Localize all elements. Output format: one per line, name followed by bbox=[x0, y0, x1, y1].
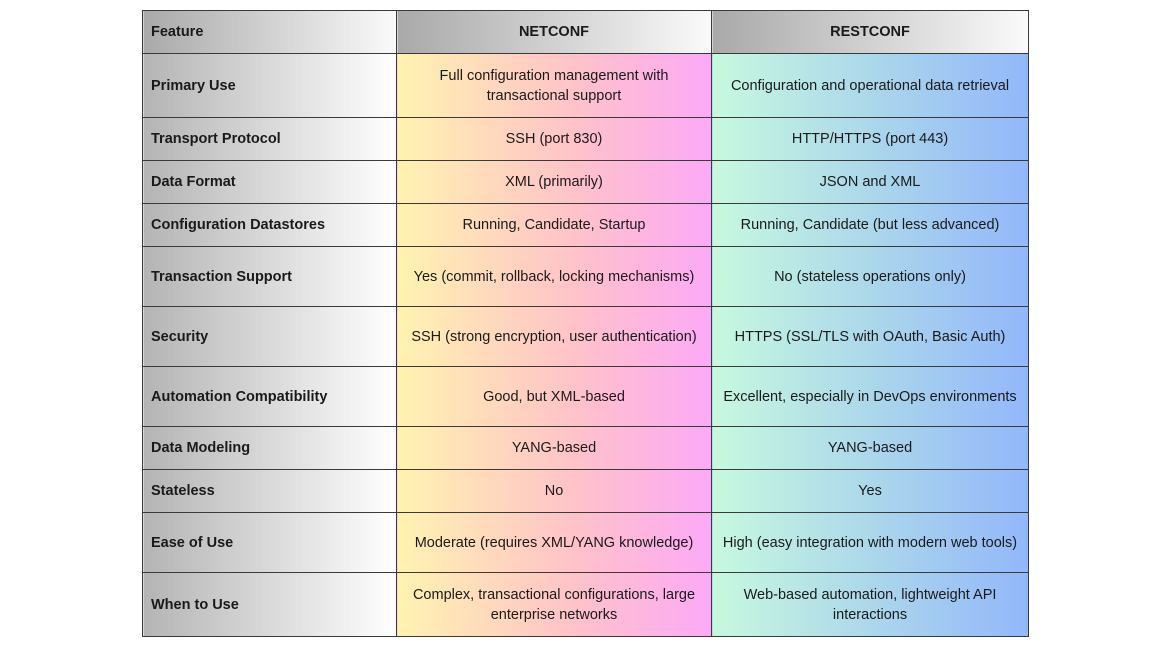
header-netconf: NETCONF bbox=[396, 10, 712, 54]
table-row: Primary Use Full configuration managemen… bbox=[142, 53, 1029, 118]
table-row: Transport Protocol SSH (port 830) HTTP/H… bbox=[142, 117, 1029, 161]
table-row: Automation Compatibility Good, but XML-b… bbox=[142, 366, 1029, 427]
feature-cell: Data Format bbox=[142, 160, 397, 204]
feature-cell: Automation Compatibility bbox=[142, 366, 397, 427]
restconf-cell: No (stateless operations only) bbox=[711, 246, 1029, 307]
netconf-cell: Good, but XML-based bbox=[396, 366, 712, 427]
restconf-cell: Configuration and operational data retri… bbox=[711, 53, 1029, 118]
netconf-cell: SSH (port 830) bbox=[396, 117, 712, 161]
table-row: Data Modeling YANG-based YANG-based bbox=[142, 426, 1029, 470]
feature-cell: Ease of Use bbox=[142, 512, 397, 573]
netconf-cell: Running, Candidate, Startup bbox=[396, 203, 712, 247]
restconf-cell: Web-based automation, lightweight API in… bbox=[711, 572, 1029, 637]
header-feature: Feature bbox=[142, 10, 397, 54]
feature-cell: Security bbox=[142, 306, 397, 367]
table-row: Security SSH (strong encryption, user au… bbox=[142, 306, 1029, 367]
netconf-cell: YANG-based bbox=[396, 426, 712, 470]
feature-cell: Transaction Support bbox=[142, 246, 397, 307]
header-restconf: RESTCONF bbox=[711, 10, 1029, 54]
feature-cell: Stateless bbox=[142, 469, 397, 513]
restconf-cell: Running, Candidate (but less advanced) bbox=[711, 203, 1029, 247]
restconf-cell: Yes bbox=[711, 469, 1029, 513]
netconf-cell: Yes (commit, rollback, locking mechanism… bbox=[396, 246, 712, 307]
restconf-cell: YANG-based bbox=[711, 426, 1029, 470]
feature-cell: Transport Protocol bbox=[142, 117, 397, 161]
restconf-cell: HTTPS (SSL/TLS with OAuth, Basic Auth) bbox=[711, 306, 1029, 367]
feature-cell: Configuration Datastores bbox=[142, 203, 397, 247]
comparison-table: Feature NETCONF RESTCONF Primary Use Ful… bbox=[142, 10, 1029, 637]
restconf-cell: Excellent, especially in DevOps environm… bbox=[711, 366, 1029, 427]
netconf-cell: No bbox=[396, 469, 712, 513]
netconf-cell: XML (primarily) bbox=[396, 160, 712, 204]
feature-cell: Primary Use bbox=[142, 53, 397, 118]
netconf-cell: Moderate (requires XML/YANG knowledge) bbox=[396, 512, 712, 573]
restconf-cell: JSON and XML bbox=[711, 160, 1029, 204]
restconf-cell: High (easy integration with modern web t… bbox=[711, 512, 1029, 573]
feature-cell: When to Use bbox=[142, 572, 397, 637]
table-row: Stateless No Yes bbox=[142, 469, 1029, 513]
table-row: Ease of Use Moderate (requires XML/YANG … bbox=[142, 512, 1029, 573]
header-row: Feature NETCONF RESTCONF bbox=[142, 10, 1029, 54]
netconf-cell: Full configuration management with trans… bbox=[396, 53, 712, 118]
table-row: When to Use Complex, transactional confi… bbox=[142, 572, 1029, 637]
table-row: Transaction Support Yes (commit, rollbac… bbox=[142, 246, 1029, 307]
netconf-cell: SSH (strong encryption, user authenticat… bbox=[396, 306, 712, 367]
feature-cell: Data Modeling bbox=[142, 426, 397, 470]
table-row: Data Format XML (primarily) JSON and XML bbox=[142, 160, 1029, 204]
table-row: Configuration Datastores Running, Candid… bbox=[142, 203, 1029, 247]
restconf-cell: HTTP/HTTPS (port 443) bbox=[711, 117, 1029, 161]
netconf-cell: Complex, transactional configurations, l… bbox=[396, 572, 712, 637]
